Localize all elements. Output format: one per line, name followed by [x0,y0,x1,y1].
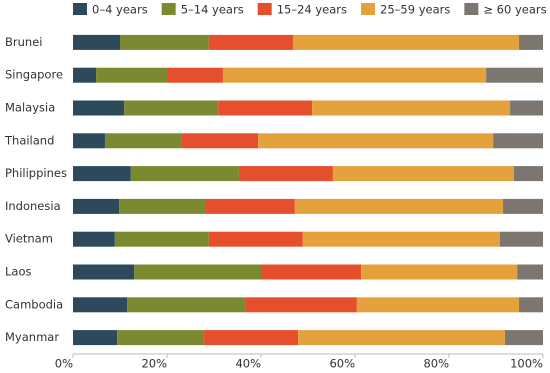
bar-segment [504,330,543,346]
legend-label: 25–59 years [380,3,450,17]
bar-segment [519,34,543,50]
bar-segment [73,34,120,50]
bar-segment [218,100,313,116]
bar-segment [493,133,543,149]
bar-segment [486,67,543,83]
bar-segment [73,133,105,149]
bar-segment [361,264,518,280]
bar-segment [519,297,543,313]
legend-label: 5–14 years [181,3,244,17]
bar-segment [73,100,125,116]
bar-segment [119,198,207,214]
bar-segment [96,67,167,83]
bar-segment [499,231,543,247]
bar-segment [127,297,246,313]
bar-segment [117,330,205,346]
bar-segment [294,198,504,214]
x-tick-label: 20% [141,357,167,371]
y-tick-label: Brunei [5,35,42,49]
bar-segment [206,198,295,214]
x-tick-label: 0% [55,357,73,371]
y-tick-label: Indonesia [5,199,61,213]
legend-label: 0–4 years [92,3,148,17]
bar-segment [73,67,97,83]
bar-segment [292,34,520,50]
bar-segment [332,166,514,182]
legend-swatch [73,3,87,15]
bar-segment [134,264,261,280]
bar-segment [120,34,209,50]
bar-segment [167,67,223,83]
y-tick-label: Myanmar [5,330,59,344]
bar-segment [312,100,511,116]
bar-segment [73,231,115,247]
bar-segment [208,34,293,50]
y-tick-label: Philippines [5,166,67,180]
y-tick-label: Cambodia [5,297,63,311]
bar-segment [73,330,118,346]
bar-segment [204,330,299,346]
y-tick-label: Vietnam [5,232,53,246]
bar-segment [181,133,259,149]
bar-segment [73,264,135,280]
y-tick-label: Thailand [4,133,54,147]
x-tick-label: 60% [329,357,355,371]
legend-swatch [361,3,376,15]
x-tick-label: 80% [423,357,449,371]
bar-segment [124,100,219,116]
bar-segment [222,67,487,83]
legend-swatch [257,3,272,15]
y-tick-label: Laos [5,265,31,279]
y-tick-label: Singapore [5,68,63,82]
x-tick-label: 100% [510,357,543,371]
bar-segment [261,264,362,280]
bar-segment [130,166,239,182]
legend-label: ≥ 60 years [483,3,546,17]
bar-segment [245,297,357,313]
bar-segment [104,133,182,149]
bar-segment [503,198,543,214]
bar-segment [298,330,505,346]
bar-segment [208,231,303,247]
bar-segment [238,166,333,182]
bar-segment [258,133,494,149]
bar-segment [73,198,120,214]
x-tick-label: 40% [235,357,261,371]
bar-segment [302,231,500,247]
bar-segment [517,264,543,280]
bar-segment [356,297,520,313]
bar-segment [73,166,131,182]
bar-segment [114,231,209,247]
y-tick-label: Malaysia [5,101,55,115]
legend-label: 15–24 years [277,3,347,17]
bar-segment [73,297,128,313]
legend-swatch [161,3,176,15]
bar-segment [513,166,543,182]
bar-segment [510,100,543,116]
legend-swatch [464,3,479,15]
